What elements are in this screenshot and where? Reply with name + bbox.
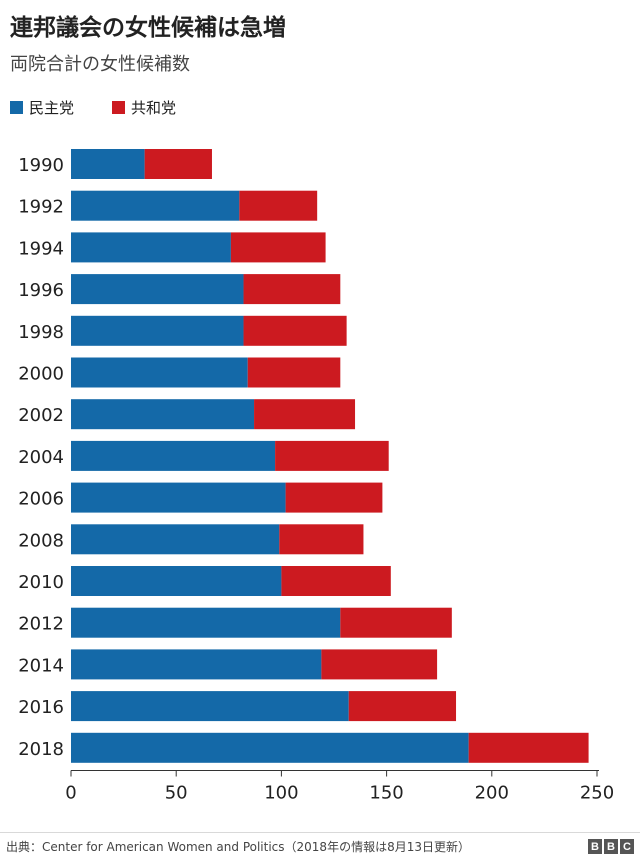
- y-tick-label: 2010: [18, 572, 64, 593]
- y-tick-label: 1992: [18, 197, 64, 218]
- x-tick-label: 250: [580, 783, 614, 804]
- bar-democrat: [71, 607, 341, 638]
- bar-republican: [239, 190, 318, 221]
- legend-swatch-democrat: [10, 101, 23, 114]
- bar-democrat: [71, 232, 231, 263]
- bar-democrat: [71, 357, 248, 388]
- bar-democrat: [71, 482, 286, 513]
- y-tick-label: 2000: [18, 364, 64, 385]
- bar-republican: [275, 440, 389, 471]
- bbc-logo: B B C: [586, 839, 634, 854]
- stacked-bar-chart: 1990199219941996199820002002200420062008…: [18, 149, 614, 804]
- y-tick-label: 2008: [18, 530, 64, 551]
- legend: 民主党 共和党: [10, 97, 214, 118]
- bar-republican: [254, 399, 356, 430]
- bar-republican: [279, 524, 364, 555]
- bar-democrat: [71, 649, 322, 680]
- bar-democrat: [71, 691, 349, 722]
- bar-democrat: [71, 315, 244, 346]
- bar-republican: [144, 149, 212, 179]
- bar-republican: [468, 732, 589, 763]
- bar-republican: [243, 274, 341, 305]
- y-tick-label: 1994: [18, 238, 64, 259]
- bbc-logo-letter: B: [604, 839, 618, 854]
- legend-item-republican: 共和党: [112, 97, 176, 118]
- bar-democrat: [71, 149, 145, 179]
- bar-democrat: [71, 190, 240, 221]
- y-tick-label: 1998: [18, 322, 64, 343]
- y-tick-label: 2004: [18, 447, 64, 468]
- y-tick-label: 2014: [18, 655, 64, 676]
- legend-label-republican: 共和党: [131, 99, 177, 117]
- y-tick-label: 1996: [18, 280, 64, 301]
- bar-republican: [230, 232, 326, 263]
- footer-divider: [0, 832, 640, 833]
- bar-republican: [281, 566, 391, 596]
- chart-title: 連邦議会の女性候補は急増: [10, 15, 286, 41]
- chart-subtitle: 両院合計の女性候補数: [10, 54, 190, 75]
- x-tick-label: 100: [264, 783, 298, 804]
- y-tick-label: 2006: [18, 489, 64, 510]
- y-tick-label: 2018: [18, 739, 64, 760]
- source-note: 出典：Center for American Women and Politic…: [6, 840, 470, 854]
- bar-republican: [243, 315, 347, 346]
- bbc-logo-letter: C: [620, 839, 634, 854]
- bar-democrat: [71, 732, 469, 763]
- legend-label-democrat: 民主党: [29, 99, 75, 117]
- bar-democrat: [71, 440, 276, 471]
- bbc-logo-letter: B: [588, 839, 602, 854]
- bar-democrat: [71, 566, 282, 596]
- y-tick-label: 2016: [18, 697, 64, 718]
- bar-democrat: [71, 399, 255, 430]
- x-tick-label: 200: [475, 783, 509, 804]
- y-tick-label: 1990: [18, 155, 64, 176]
- bar-republican: [247, 357, 341, 388]
- bar-republican: [285, 482, 383, 513]
- x-tick-label: 150: [369, 783, 403, 804]
- bar-republican: [321, 649, 438, 680]
- bar-democrat: [71, 524, 280, 555]
- legend-item-democrat: 民主党: [10, 97, 74, 118]
- bar-republican: [348, 691, 457, 722]
- y-tick-label: 2012: [18, 614, 64, 635]
- x-tick-label: 50: [165, 783, 188, 804]
- x-tick-label: 0: [65, 783, 76, 804]
- bar-democrat: [71, 274, 244, 305]
- y-tick-label: 2002: [18, 405, 64, 426]
- legend-swatch-republican: [112, 101, 126, 114]
- bar-republican: [340, 607, 452, 638]
